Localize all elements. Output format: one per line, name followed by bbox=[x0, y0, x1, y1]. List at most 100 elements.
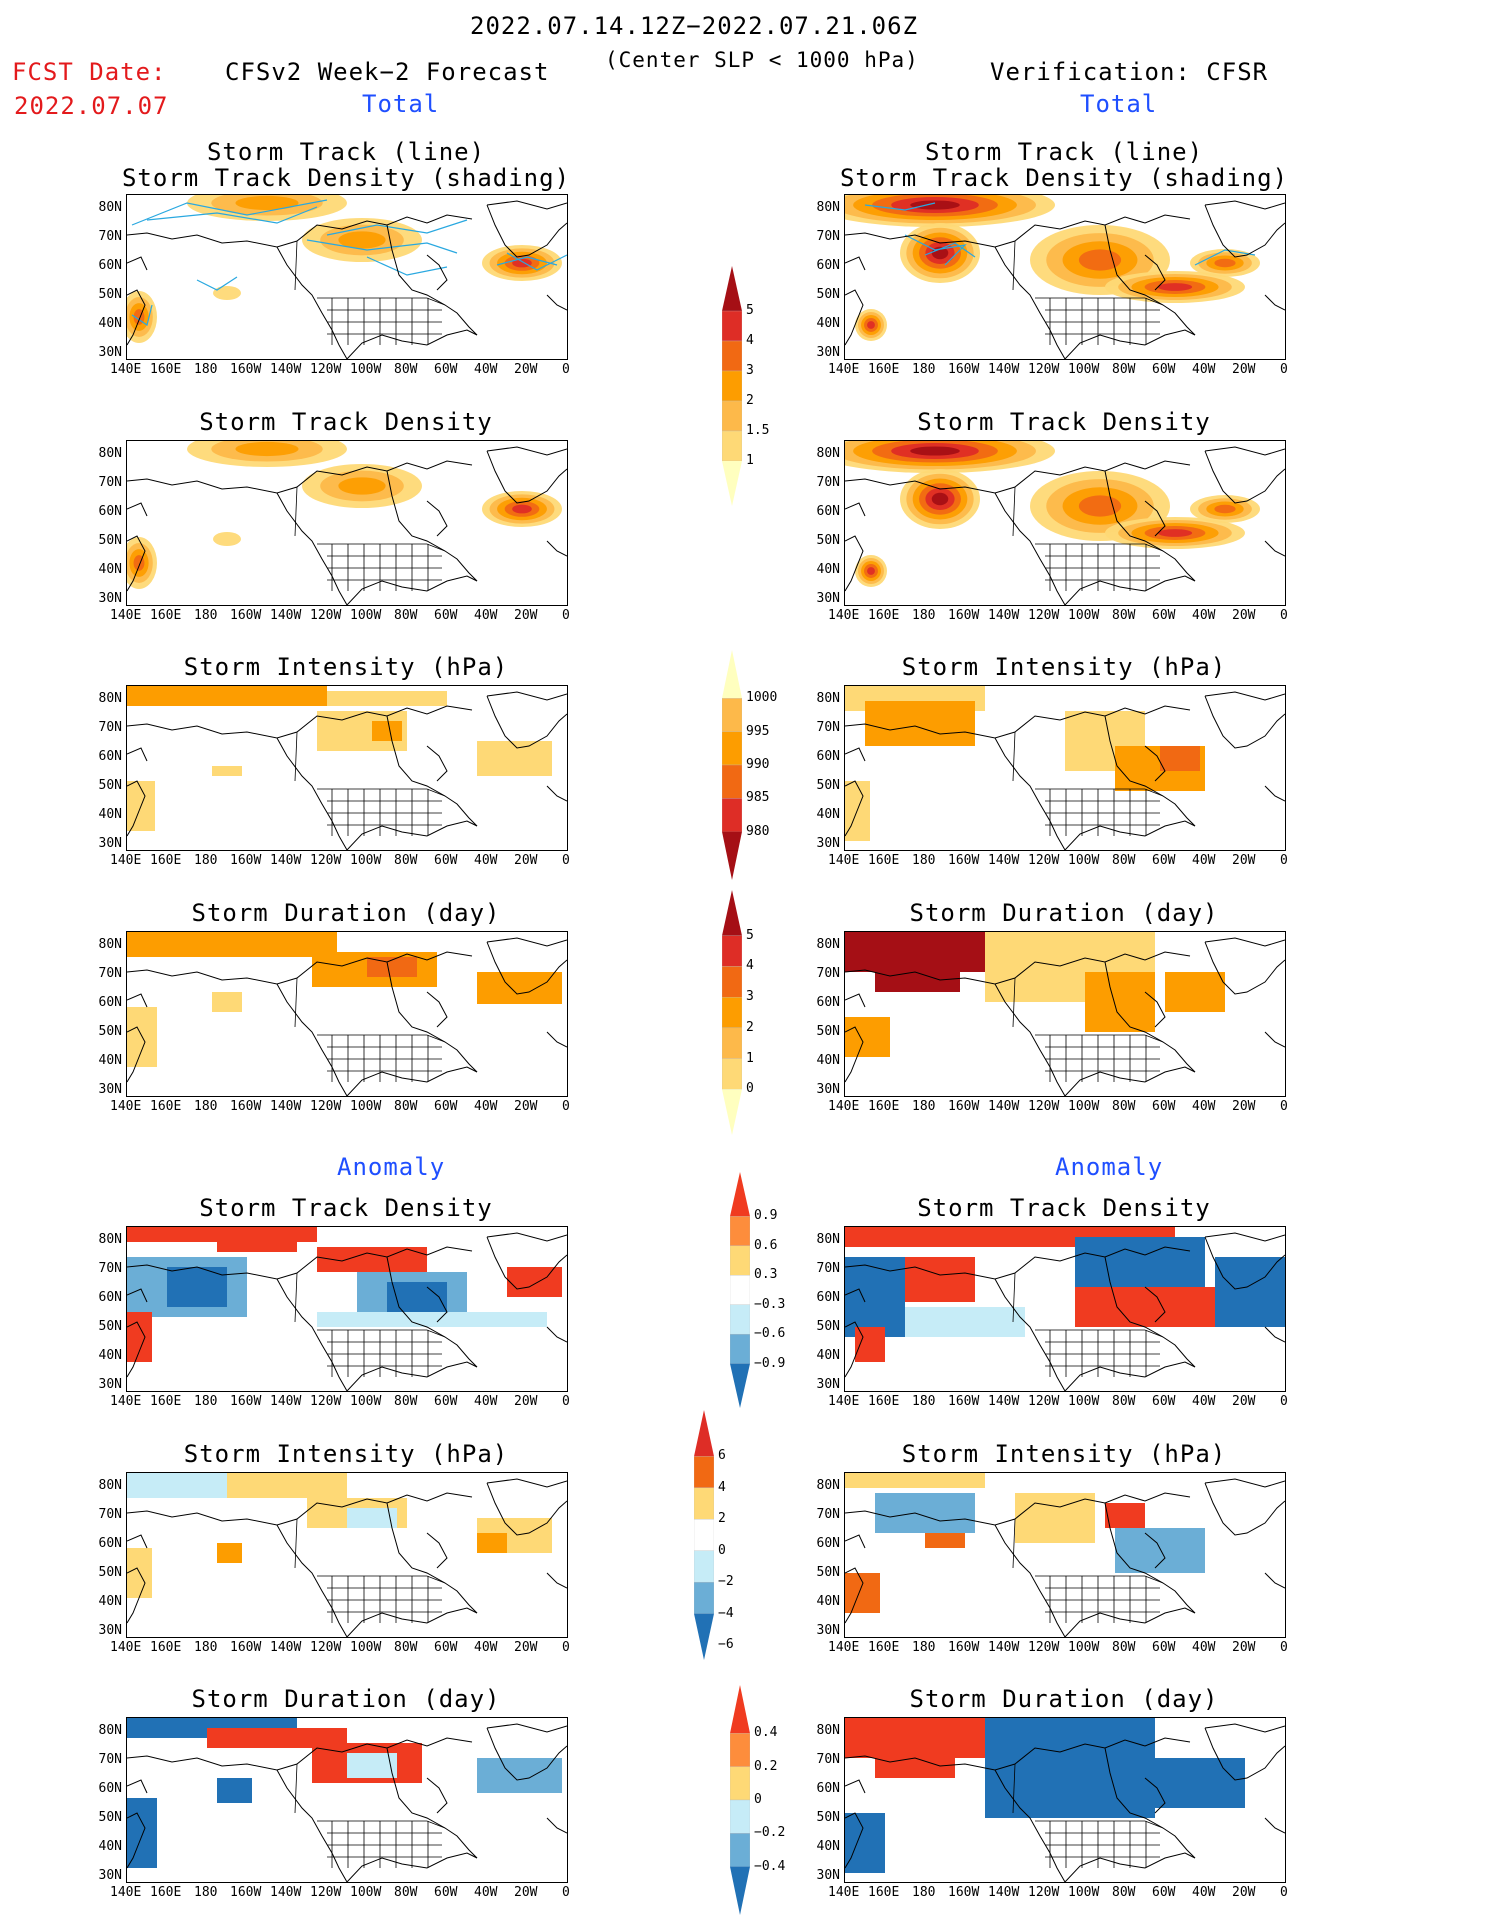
lon-tick-label: 140E bbox=[110, 1394, 142, 1409]
lon-tick-label: 120W bbox=[1028, 1885, 1060, 1900]
lon-tick-label: 160W bbox=[230, 1640, 262, 1655]
lon-tick-label: 120W bbox=[1028, 1640, 1060, 1655]
lon-tick-label: 40W bbox=[474, 1640, 498, 1655]
lon-tick-label: 20W bbox=[1232, 1640, 1256, 1655]
intensity-pacific bbox=[212, 766, 242, 776]
colorbar-segment bbox=[729, 1275, 751, 1305]
lon-tick-label: 120W bbox=[1028, 853, 1060, 868]
danom-japan-cool bbox=[845, 1813, 885, 1873]
lon-tick-label: 80W bbox=[1112, 362, 1136, 377]
colorbar-segment bbox=[721, 430, 743, 462]
lat-tick-label: 70N bbox=[98, 1752, 122, 1767]
lon-tick-label: 80W bbox=[1112, 608, 1136, 623]
lon-tick-label: 140E bbox=[828, 1394, 860, 1409]
lon-tick-label: 20W bbox=[514, 362, 538, 377]
lon-tick-label: 0 bbox=[1280, 1099, 1288, 1114]
colorbar-duration bbox=[721, 890, 743, 1139]
lat-tick-label: 50N bbox=[98, 1565, 122, 1580]
lon-tick-label: 160E bbox=[150, 853, 182, 868]
colorbar-segment bbox=[693, 1487, 715, 1520]
lat-tick-label: 60N bbox=[98, 1536, 122, 1551]
intensity-east-core bbox=[1160, 746, 1200, 771]
lat-tick-label: 70N bbox=[816, 229, 840, 244]
colorbar-tick-label: 0.6 bbox=[754, 1237, 778, 1253]
lat-tick-label: 50N bbox=[816, 1024, 840, 1039]
lon-tick-label: 180 bbox=[912, 1640, 936, 1655]
lon-tick-label: 60W bbox=[434, 1640, 458, 1655]
lat-tick-label: 60N bbox=[98, 504, 122, 519]
ianom-japan bbox=[845, 1573, 880, 1613]
coastlines bbox=[127, 691, 567, 850]
lon-tick-label: 180 bbox=[194, 362, 218, 377]
colorbar-segment bbox=[730, 1363, 750, 1408]
lon-tick-label: 80W bbox=[394, 853, 418, 868]
lat-tick-label: 40N bbox=[816, 1839, 840, 1854]
panel-title-density-anomaly-verification: Storm Track Density bbox=[917, 1194, 1211, 1222]
lat-tick-label: 60N bbox=[816, 995, 840, 1010]
map-panel-duration-verification bbox=[844, 931, 1286, 1097]
lat-tick-label: 80N bbox=[98, 691, 122, 706]
lon-tick-label: 0 bbox=[1280, 1394, 1288, 1409]
colorbar-density bbox=[721, 266, 743, 510]
lon-tick-label: 140W bbox=[988, 608, 1020, 623]
coastlines bbox=[845, 1478, 1285, 1637]
map-panel-storm-track-verification bbox=[844, 194, 1286, 360]
lon-tick-label: 160E bbox=[150, 608, 182, 623]
lon-tick-label: 80W bbox=[394, 362, 418, 377]
map-panel-density-anomaly-verification bbox=[844, 1226, 1286, 1392]
lon-tick-label: 160W bbox=[948, 608, 980, 623]
lon-tick-label: 180 bbox=[194, 1099, 218, 1114]
lat-tick-label: 30N bbox=[816, 1082, 840, 1097]
lon-tick-label: 100W bbox=[350, 608, 382, 623]
duration-east bbox=[1085, 972, 1155, 1032]
coastlines bbox=[845, 691, 1285, 850]
colorbar-segment bbox=[721, 764, 743, 799]
lon-tick-label: 180 bbox=[912, 1099, 936, 1114]
lon-tick-label: 40W bbox=[1192, 1885, 1216, 1900]
lon-tick-label: 160W bbox=[230, 608, 262, 623]
lon-tick-label: 160W bbox=[230, 1885, 262, 1900]
colorbar-tick-label: 2 bbox=[718, 1511, 726, 1527]
lat-tick-label: 70N bbox=[816, 1261, 840, 1276]
lon-tick-label: 160E bbox=[868, 1885, 900, 1900]
lon-tick-label: 160E bbox=[150, 1885, 182, 1900]
colorbar-segment bbox=[721, 370, 743, 402]
duration-atlantic bbox=[1165, 972, 1225, 1012]
lat-tick-label: 60N bbox=[98, 995, 122, 1010]
lat-tick-label: 80N bbox=[98, 1723, 122, 1738]
lon-tick-label: 100W bbox=[1068, 1394, 1100, 1409]
colorbar-tick-label: 3 bbox=[746, 363, 754, 378]
colorbar-segment bbox=[721, 1058, 743, 1090]
map-panel-intensity-forecast bbox=[126, 685, 568, 851]
lon-tick-label: 160E bbox=[150, 1099, 182, 1114]
colorbar-segment bbox=[721, 400, 743, 432]
lon-tick-label: 160E bbox=[150, 1640, 182, 1655]
colorbar-segment bbox=[722, 890, 742, 936]
lat-tick-label: 40N bbox=[816, 562, 840, 577]
lon-tick-label: 60W bbox=[1152, 1885, 1176, 1900]
colorbar-tick-label: 5 bbox=[746, 303, 754, 318]
lat-tick-label: 60N bbox=[98, 1290, 122, 1305]
lat-tick-label: 30N bbox=[816, 345, 840, 360]
colorbar-tick-label: −2 bbox=[718, 1574, 734, 1590]
intensity-bering bbox=[865, 701, 975, 746]
lon-tick-label: 40W bbox=[474, 1885, 498, 1900]
colorbar-segment bbox=[729, 1333, 751, 1364]
lon-tick-label: 0 bbox=[562, 362, 570, 377]
lat-tick-label: 70N bbox=[816, 475, 840, 490]
lon-tick-label: 160W bbox=[230, 362, 262, 377]
lon-tick-label: 160E bbox=[868, 1640, 900, 1655]
colorbar-segment bbox=[729, 1733, 751, 1767]
colorbar-tick-label: −0.6 bbox=[754, 1326, 786, 1342]
colorbar-tick-label: 1000 bbox=[746, 690, 778, 706]
colorbar-tick-label: 0.2 bbox=[754, 1758, 778, 1774]
panel-title-duration-verification: Storm Duration (day) bbox=[909, 899, 1219, 927]
panel-title-duration-anomaly-verification: Storm Duration (day) bbox=[909, 1685, 1219, 1713]
colorbar-segment bbox=[722, 266, 742, 311]
lon-tick-label: 120W bbox=[310, 853, 342, 868]
map-panel-density-anomaly-forecast bbox=[126, 1226, 568, 1392]
lon-tick-label: 20W bbox=[1232, 1394, 1256, 1409]
colorbar-segment bbox=[722, 1089, 742, 1135]
lon-tick-label: 120W bbox=[310, 1099, 342, 1114]
colorbar-tick-label: −0.2 bbox=[754, 1825, 786, 1841]
